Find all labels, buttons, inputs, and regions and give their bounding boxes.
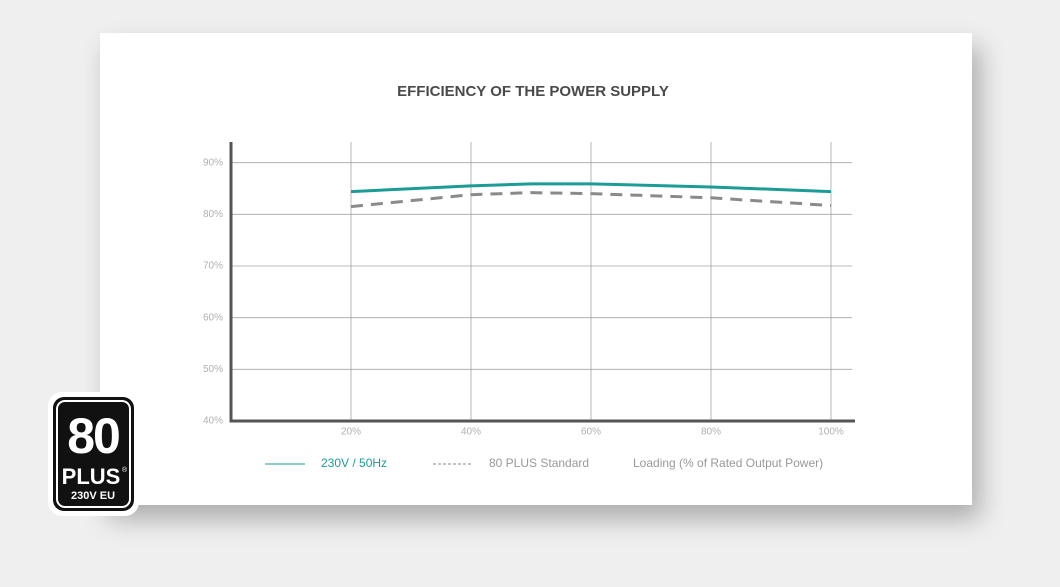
badge-region: 230V EU — [71, 490, 115, 502]
badge-body — [53, 397, 134, 511]
data-line — [350, 182, 832, 194]
legend-label: 230V / 50Hz — [321, 456, 387, 470]
y-tick-label: 50% — [203, 364, 223, 375]
y-tick-label: 70% — [203, 261, 223, 272]
y-tick-label: 40% — [203, 416, 223, 427]
y-tick-label: 80% — [203, 209, 223, 220]
badge-number: 80 — [67, 408, 119, 464]
badge: 80 PLUS ® 230V EU — [48, 392, 139, 516]
data-line — [350, 191, 832, 209]
legend-label: 80 PLUS Standard — [489, 456, 589, 470]
x-tick-label: 40% — [461, 427, 481, 438]
x-axis-label: Loading (% of Rated Output Power) — [633, 456, 823, 470]
x-tick-label: 20% — [341, 427, 361, 438]
badge-inner — [56, 400, 131, 508]
badge-word: PLUS — [62, 464, 121, 489]
x-tick-label: 60% — [581, 427, 601, 438]
y-tick-label: 60% — [203, 312, 223, 323]
badge-trademark: ® — [122, 466, 128, 474]
chart-title: EFFICIENCY OF THE POWER SUPPLY — [397, 83, 669, 100]
chart-card — [100, 33, 972, 505]
x-tick-label: 100% — [818, 427, 844, 438]
y-tick-label: 90% — [203, 157, 223, 168]
x-tick-label: 80% — [701, 427, 721, 438]
